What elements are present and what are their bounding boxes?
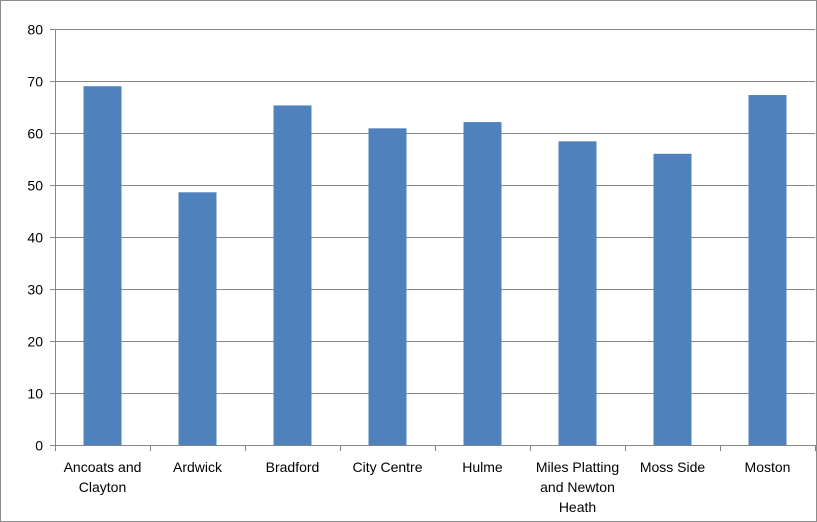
bar — [83, 86, 122, 445]
y-tick-label: 10 — [27, 386, 43, 402]
y-tick-label: 60 — [27, 126, 43, 142]
bar — [558, 141, 597, 445]
x-tick-label: Clayton — [79, 479, 126, 495]
x-tick-label: Moston — [745, 459, 791, 475]
y-tick-label: 70 — [27, 74, 43, 90]
x-axis-ticks: Ancoats and Clayton Ardwick Bradford City Ce… — [55, 445, 816, 515]
x-tick-label: Hulme — [462, 459, 503, 475]
x-tick-label: City Centre — [352, 459, 422, 475]
y-tick-label: 50 — [27, 178, 43, 194]
x-tick-label: Ardwick — [173, 459, 223, 475]
x-tick-label: Moss Side — [640, 459, 706, 475]
x-tick-label: Miles Platting — [536, 459, 619, 475]
y-tick-label: 40 — [27, 230, 43, 246]
y-tick-label: 80 — [27, 22, 43, 38]
bar — [368, 128, 407, 445]
x-tick-label: and Newton — [540, 479, 615, 495]
gridlines — [55, 29, 815, 394]
x-tick-label: Heath — [559, 499, 596, 515]
y-tick-label: 20 — [27, 334, 43, 350]
bar — [653, 153, 692, 446]
bar — [748, 95, 787, 445]
bar — [463, 122, 502, 445]
bars — [83, 86, 787, 446]
x-tick-label: Ancoats and — [64, 459, 142, 475]
y-tick-label: 30 — [27, 282, 43, 298]
bar — [273, 105, 312, 445]
y-tick-label: 0 — [35, 438, 43, 454]
y-axis-ticks: 0 10 20 30 40 50 60 70 80 — [27, 22, 55, 454]
bar — [178, 192, 217, 445]
x-tick-label: Bradford — [266, 459, 320, 475]
